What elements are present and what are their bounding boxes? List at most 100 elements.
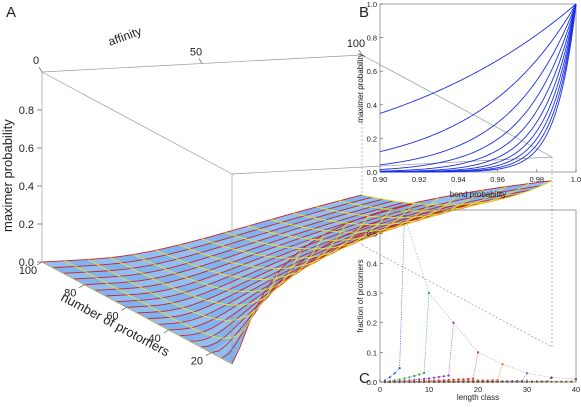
series-line [379,3,577,166]
surface-patch [439,197,473,209]
tick-mark [205,352,212,356]
data-point [393,372,396,375]
surface-patch [73,277,108,285]
surface-patch [117,287,152,295]
surface-patch [212,316,247,339]
surface-patch [256,234,290,245]
series-line [384,372,528,383]
surface-patch [189,242,224,253]
surface-patch [335,214,370,224]
surface-patch [179,332,213,342]
surface-patch [156,244,190,255]
axis-label-fraction-of-protomers: fraction of protomers [356,259,365,332]
data-point [472,380,475,383]
surface-patch [300,230,334,240]
tick-label-y: 50 [190,47,202,59]
surface-patch [314,211,348,221]
data-point [550,376,553,379]
surface-patch [137,311,171,319]
series-line [384,215,405,381]
series-line [384,352,479,383]
surface-patch [450,190,484,202]
data-point [565,380,568,383]
panel-a-surface [41,180,553,365]
surface-patch [251,268,285,280]
surface-patch [253,257,287,268]
tick-mark [79,284,85,288]
surface-patch [347,206,382,215]
tick-label-z: 0.8 [19,105,34,117]
series-line [384,378,577,383]
surface-mesh-line-a [110,250,301,306]
data-point [403,377,406,380]
data-point [574,377,578,381]
surface-patch [205,289,239,303]
series-line [380,3,577,173]
data-point [560,380,563,383]
data-point [491,380,494,383]
data-point [447,374,450,377]
surface-patch [337,205,371,214]
box-edge [231,156,553,175]
series-line [384,292,430,382]
axis-label-bond-probability: bond probability [450,190,506,199]
tick-label-x: 0.92 [412,175,427,184]
surface-patch [140,283,174,293]
surface-patch [189,336,224,347]
tick-label-y: 1.0 [367,0,377,9]
surface-patch [237,288,271,306]
panel-c-series [383,214,578,384]
panel-label-a: A [6,4,16,21]
surface-mesh-line-a [339,183,530,212]
series-line [380,3,577,173]
surface-patch [63,272,97,279]
data-point [481,380,484,383]
surface-patch [210,249,245,260]
surface-patch [312,221,347,231]
data-point [545,380,548,383]
data-point [442,375,445,378]
surface-patch [302,220,336,229]
surface-patch [293,206,327,216]
surface-patch [200,246,234,257]
tick-label-z: 0.4 [19,181,34,193]
surface-mesh-line-a [361,180,553,206]
surface-patch [240,267,275,280]
surface-patch [462,193,496,204]
data-point [418,380,421,384]
data-point [432,376,435,379]
data-point [457,380,460,383]
surface-patch [223,238,257,250]
box-edge [41,261,233,365]
surface-patch [214,304,248,321]
data-point [437,375,440,379]
surface-patch [427,193,461,208]
data-point [423,377,426,380]
series-line [379,3,577,172]
tick-label-y: 0.0 [367,168,377,177]
data-point [525,372,529,375]
data-point [462,380,465,383]
axis-label-length-class: length class [457,393,499,402]
surface-patch [173,281,208,293]
panel-c-frame [379,209,577,383]
data-point [540,380,543,383]
surface-mesh-line-a [270,193,461,233]
surface-patch [245,231,280,242]
surface-patch [126,306,160,313]
data-point [472,377,475,380]
surface-patch [142,269,176,279]
surface-patch [207,276,241,288]
surface-patch [360,199,394,207]
surface-patch [98,262,132,271]
series-line [379,3,577,153]
surface-patch [191,318,225,333]
surface-patch [228,279,262,292]
surface-patch [209,262,243,274]
data-point [501,380,504,383]
surface-patch [270,213,304,223]
surface-patch [219,264,254,277]
data-point [398,380,401,384]
panel-label-b: B [359,4,369,21]
tick-label-x: 100 [19,265,37,277]
